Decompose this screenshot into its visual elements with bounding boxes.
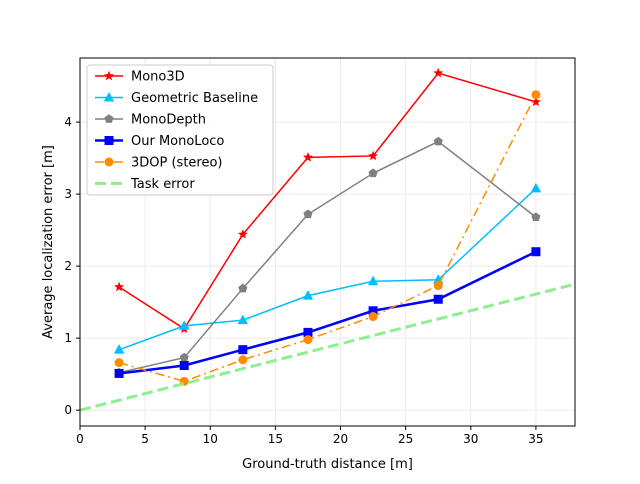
y-tick-label: 3	[64, 187, 72, 201]
data-point	[179, 361, 189, 371]
data-point	[433, 136, 443, 146]
data-point	[114, 281, 125, 292]
legend-marker	[103, 92, 115, 102]
legend-label: Mono3D	[131, 70, 185, 85]
data-point	[114, 368, 124, 378]
x-tick-label: 35	[528, 432, 543, 446]
data-point	[303, 327, 313, 337]
x-tick-label: 30	[463, 432, 478, 446]
data-point	[368, 306, 378, 316]
data-point	[113, 344, 125, 354]
y-tick-label: 0	[64, 403, 72, 417]
x-tick-label: 20	[333, 432, 348, 446]
data-point	[302, 290, 314, 300]
series-group	[79, 67, 576, 412]
data-point	[530, 96, 541, 107]
legend-marker	[104, 136, 114, 145]
data-point	[368, 168, 378, 178]
data-point	[238, 283, 248, 293]
ticks: 0 5 10 15 20 25 30 35 0 1 2 3 4	[64, 115, 543, 446]
x-tick-label: 10	[203, 432, 218, 446]
data-point	[433, 294, 443, 304]
y-tick-label: 1	[64, 331, 72, 345]
x-tick-label: 25	[398, 432, 413, 446]
x-tick-label: 15	[268, 432, 283, 446]
legend-label: Our MonoLoco	[131, 134, 224, 149]
legend-box	[86, 64, 274, 196]
y-tick-label: 4	[64, 115, 72, 129]
legend-marker	[104, 70, 114, 81]
legend-marker	[104, 157, 114, 167]
x-axis-label: Ground-truth distance [m]	[242, 457, 413, 472]
legend-label: Geometric Baseline	[131, 91, 258, 106]
data-point	[303, 335, 313, 345]
data-point	[531, 90, 541, 100]
data-point	[433, 281, 443, 291]
data-point	[368, 150, 379, 161]
data-point	[303, 152, 313, 162]
series-task-error	[79, 282, 576, 412]
data-point	[368, 312, 378, 322]
data-point	[531, 212, 541, 222]
data-point	[303, 209, 313, 219]
data-point	[530, 182, 542, 193]
data-point	[238, 355, 248, 365]
legend-label: MonoDepth	[131, 113, 206, 128]
data-point	[179, 320, 190, 330]
y-axis-label: Average localization error [m]	[41, 145, 56, 339]
series-3dop-stereo-	[114, 90, 541, 386]
data-point	[179, 352, 189, 362]
legend-marker	[104, 114, 114, 123]
legend-label: 3DOP (stereo)	[131, 156, 223, 171]
legend: Mono3D Geometric Baseline MonoDepth Our Mon…	[86, 64, 274, 196]
data-point	[237, 314, 249, 325]
x-tick-label: 5	[141, 432, 149, 446]
data-point	[433, 67, 444, 78]
legend-label: Task error	[130, 177, 195, 192]
data-point	[237, 229, 248, 239]
data-point	[238, 345, 248, 355]
y-tick-label: 2	[64, 259, 72, 273]
series-line	[79, 282, 576, 412]
data-point	[531, 247, 541, 257]
data-point	[367, 275, 379, 286]
plot-frame	[79, 57, 576, 427]
x-tick-label: 0	[76, 432, 84, 446]
series-our-monoloco	[114, 247, 541, 378]
data-point	[114, 358, 124, 368]
